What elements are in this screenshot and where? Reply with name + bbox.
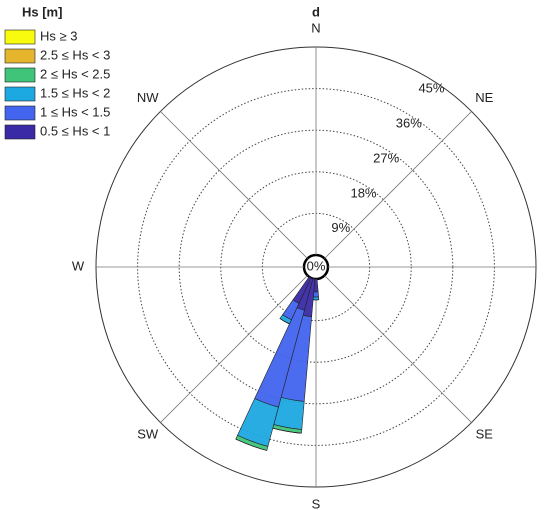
direction-label: NW [137,90,159,105]
spoke [324,111,472,259]
direction-label: W [72,258,85,273]
chart-title: d [312,4,320,19]
radial-tick-label: 0% [307,258,326,273]
legend-swatch [4,124,36,140]
legend-swatch [4,48,36,64]
legend-swatch [4,29,36,45]
direction-label: SW [137,427,159,442]
legend-swatch [4,105,36,121]
legend-label: 0.5 ≤ Hs < 1 [40,123,110,138]
spoke [160,275,308,423]
direction-label: NE [475,90,493,105]
direction-label: SE [476,427,494,442]
radial-tick-label: 9% [331,220,350,235]
legend-label: 1.5 ≤ Hs < 2 [40,85,110,100]
wedge-segment [312,296,320,301]
spoke [160,111,308,259]
legend-label: 2 ≤ Hs < 2.5 [40,66,110,81]
spoke [324,275,472,423]
legend-label: 2.5 ≤ Hs < 3 [40,47,110,62]
radial-tick-label: 36% [396,116,422,131]
direction-label: N [311,20,320,35]
radial-tick-label: 27% [373,150,399,165]
direction-label: S [312,496,321,510]
radial-tick-label: 45% [418,81,444,96]
radial-tick-label: 18% [350,185,376,200]
legend-label: 1 ≤ Hs < 1.5 [40,104,110,119]
legend-swatch [4,86,36,102]
legend-title: Hs [m] [22,4,62,19]
wedge-segment [313,291,319,298]
legend-label: Hs ≥ 3 [40,28,77,43]
legend-swatch [4,67,36,83]
